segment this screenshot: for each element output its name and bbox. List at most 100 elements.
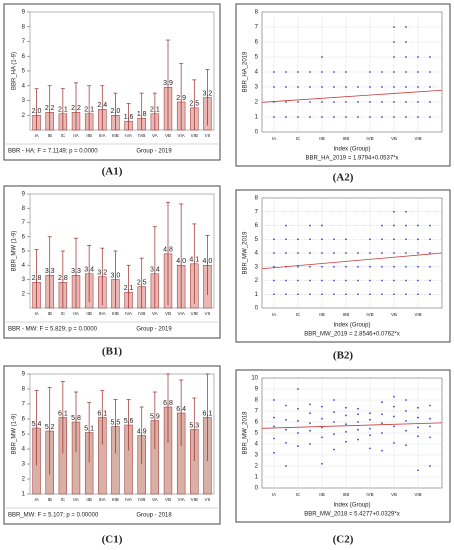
point (333, 421, 335, 423)
value-label: 3,2 (203, 90, 213, 97)
point (393, 415, 395, 418)
point (417, 116, 419, 118)
point (393, 442, 395, 444)
point (297, 432, 299, 434)
x-tick-label: IIIB (112, 497, 119, 502)
equation: BBR_MW_2019 = 2.8546+0.0762*x (304, 332, 399, 338)
x-tick-label: IA (34, 133, 38, 138)
x-tick-label: VII (205, 311, 211, 316)
y-tick-label: 1 (255, 292, 259, 298)
point (345, 406, 347, 409)
point (393, 101, 395, 103)
x-axis-label: Index (Group) (333, 323, 370, 329)
point (357, 293, 359, 296)
x-tick-label: IVB (138, 311, 145, 316)
value-label: 3,0 (111, 272, 121, 279)
value-label: 5,1 (84, 425, 94, 432)
point (393, 210, 395, 213)
y-tick-label: 6 (255, 420, 259, 426)
point (405, 429, 407, 432)
x-tick-label: IIB (319, 312, 325, 317)
point (309, 265, 311, 268)
y-tick-label: 4 (255, 251, 259, 257)
point (369, 293, 371, 296)
point (369, 418, 371, 421)
point (417, 101, 419, 103)
value-label: 2,1 (150, 107, 160, 114)
point (417, 56, 419, 58)
point (357, 413, 359, 416)
point (321, 252, 323, 254)
x-tick-label: IVB (138, 133, 145, 138)
point (309, 443, 311, 445)
point (405, 293, 407, 296)
point (321, 56, 323, 58)
point (429, 404, 431, 407)
x-tick-label: IA (34, 497, 38, 502)
point (345, 252, 347, 254)
x-tick-label: IIIB (112, 311, 119, 316)
point (429, 279, 431, 282)
x-tick-label: VB (391, 136, 397, 141)
x-tick-label: VIB (191, 497, 198, 502)
point (381, 401, 383, 404)
point (429, 265, 431, 268)
y-tick-label: 4 (22, 447, 26, 453)
point (297, 420, 299, 422)
point (405, 26, 407, 28)
equation: BBR_MW_2018 = 5.4277+0.0329*x (304, 512, 399, 518)
x-tick-label: VIA (178, 497, 185, 502)
value-label: 4,9 (137, 428, 147, 435)
point (273, 425, 275, 428)
x-tick-label: IIIA (99, 133, 106, 138)
point (369, 412, 371, 415)
regression-line (261, 422, 443, 429)
value-label: 5,2 (45, 424, 55, 431)
y-tick-label: 6 (22, 417, 26, 423)
point (393, 116, 395, 118)
y-tick-label: 3 (22, 98, 26, 104)
point (381, 116, 383, 118)
y-tick-label: 4 (255, 442, 259, 448)
point (285, 71, 287, 73)
point (297, 445, 299, 448)
value-label: 6,1 (97, 410, 107, 417)
value-label: 2,1 (58, 107, 68, 114)
point (309, 279, 311, 282)
stats: BBR_MW: F = 5.107; p = 0.00000 (8, 513, 99, 519)
point (369, 116, 371, 118)
point (333, 71, 335, 73)
point (333, 411, 335, 413)
y-tick-label: 2 (255, 278, 259, 284)
point (381, 449, 383, 452)
point (417, 469, 419, 472)
point (405, 399, 407, 401)
point (357, 428, 359, 431)
point (381, 238, 383, 241)
y-tick-label: 8 (22, 387, 26, 393)
value-label: 1,8 (137, 111, 147, 118)
y-tick-label: 2 (255, 100, 259, 106)
x-tick-label: VA (152, 311, 158, 316)
point (393, 425, 395, 428)
point (321, 265, 323, 268)
point (405, 279, 407, 282)
point (381, 101, 383, 103)
point (273, 293, 275, 296)
point (417, 71, 419, 73)
value-label: 4,1 (189, 257, 199, 264)
point (369, 86, 371, 88)
value-label: 2,9 (176, 95, 186, 102)
point (429, 116, 431, 118)
point (309, 224, 311, 227)
point (345, 293, 347, 296)
y-tick-label: 9 (22, 372, 26, 378)
x-tick-label: IVB (366, 492, 373, 497)
y-tick-label: 9 (255, 387, 259, 393)
y-axis-label: BBR_MW (1-9) (12, 231, 18, 272)
y-tick-label: 3 (255, 453, 259, 459)
point (309, 252, 311, 254)
point (393, 56, 395, 58)
point (309, 101, 311, 103)
value-label: 4,0 (203, 258, 213, 265)
